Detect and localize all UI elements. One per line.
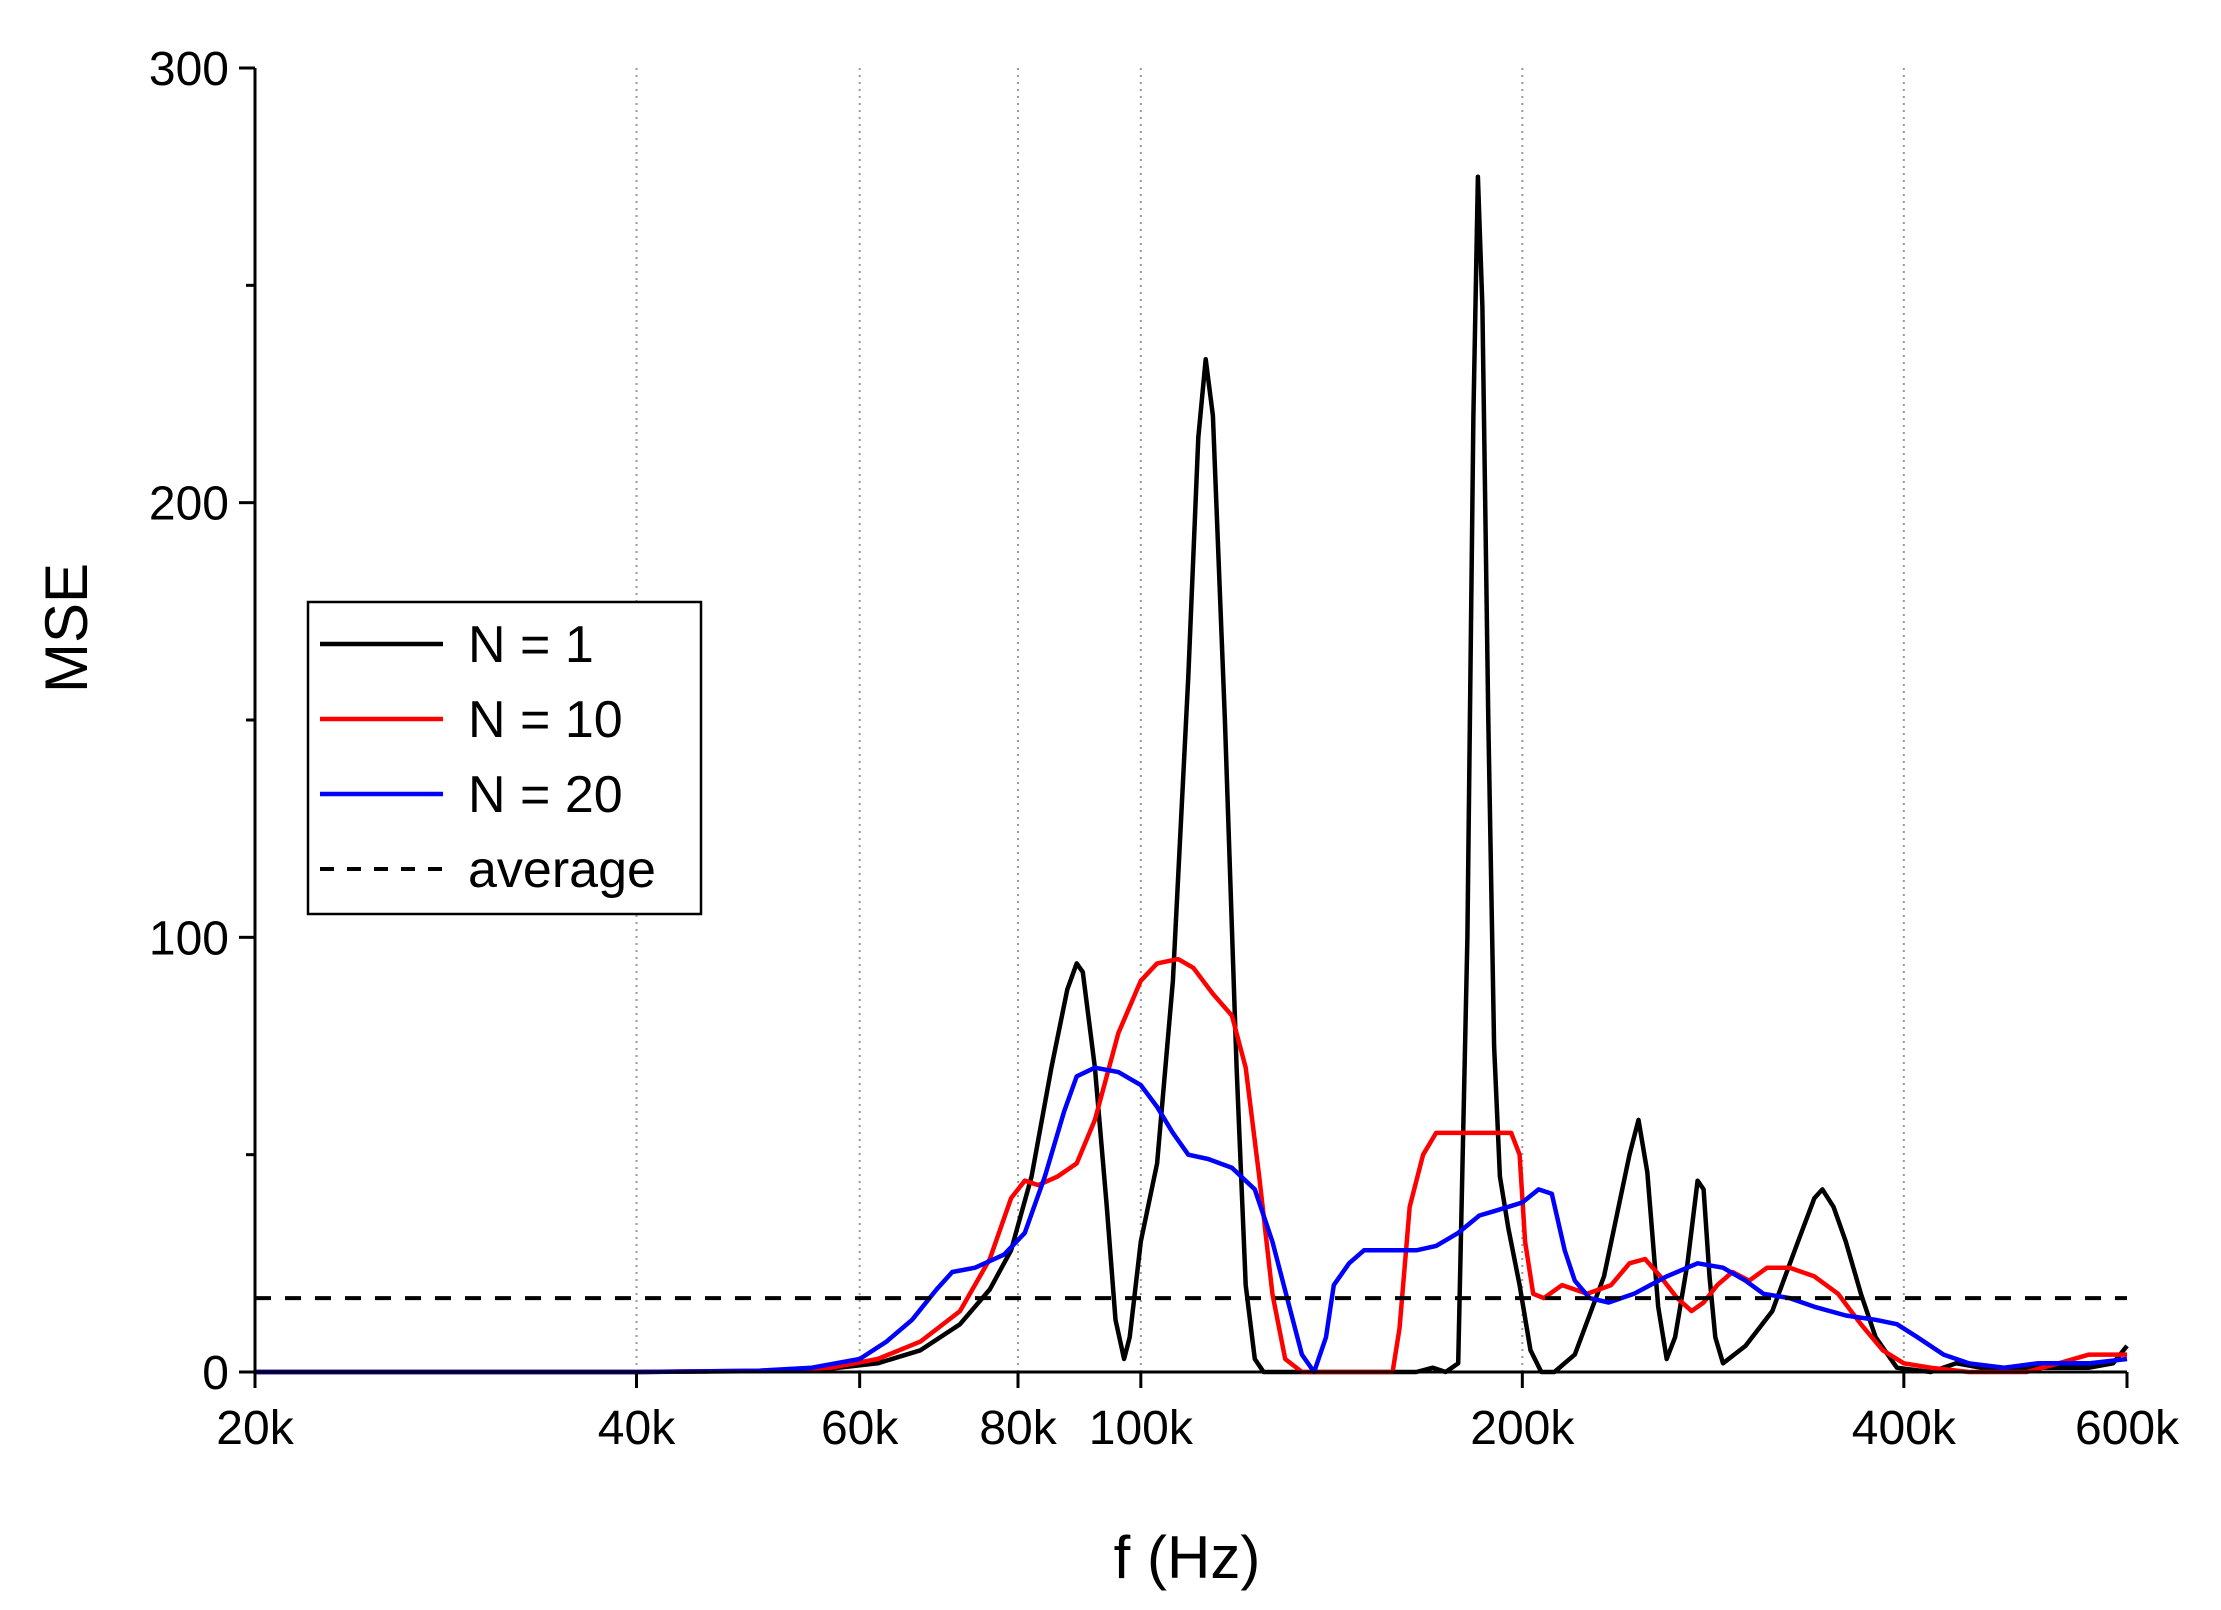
x-tick-label: 80k bbox=[979, 1402, 1057, 1455]
x-axis-title: f (Hz) bbox=[1114, 1524, 1261, 1591]
y-tick-label: 0 bbox=[202, 1347, 229, 1400]
axis-tick-labels: 0 100 200 300 20k 40k 60k 80k 100k 200k 400k 600k bbox=[149, 43, 2180, 1455]
x-tick-label: 400k bbox=[1852, 1402, 1957, 1455]
series-line-2 bbox=[255, 956, 2127, 1375]
series-line-1 bbox=[255, 174, 2129, 1375]
legend-label: N = 20 bbox=[468, 766, 623, 824]
series-line-3 bbox=[255, 1065, 2128, 1375]
x-tick-label: 20k bbox=[216, 1402, 294, 1455]
series-lines bbox=[255, 174, 2129, 1375]
x-gridlines bbox=[635, 68, 1905, 1372]
legend-label: N = 1 bbox=[468, 616, 594, 674]
y-tick-label: 300 bbox=[149, 43, 229, 96]
y-tick-label: 200 bbox=[149, 478, 229, 531]
legend-label: N = 10 bbox=[468, 691, 623, 749]
y-axis-title: MSE bbox=[33, 563, 100, 693]
x-tick-label: 100k bbox=[1089, 1402, 1194, 1455]
legend-entries: N = 1 N = 10 N = 20 average bbox=[320, 616, 656, 899]
legend: N = 1 N = 10 N = 20 average bbox=[306, 600, 703, 916]
y-tick-label: 100 bbox=[149, 912, 229, 965]
x-tick-label: 200k bbox=[1470, 1402, 1575, 1455]
x-tick-label: 600k bbox=[2075, 1402, 2180, 1455]
x-tick-label: 60k bbox=[821, 1402, 899, 1455]
axis-ticks bbox=[239, 66, 2129, 1388]
legend-box bbox=[306, 600, 703, 916]
legend-label: average bbox=[468, 841, 656, 899]
x-tick-label: 40k bbox=[598, 1402, 676, 1455]
